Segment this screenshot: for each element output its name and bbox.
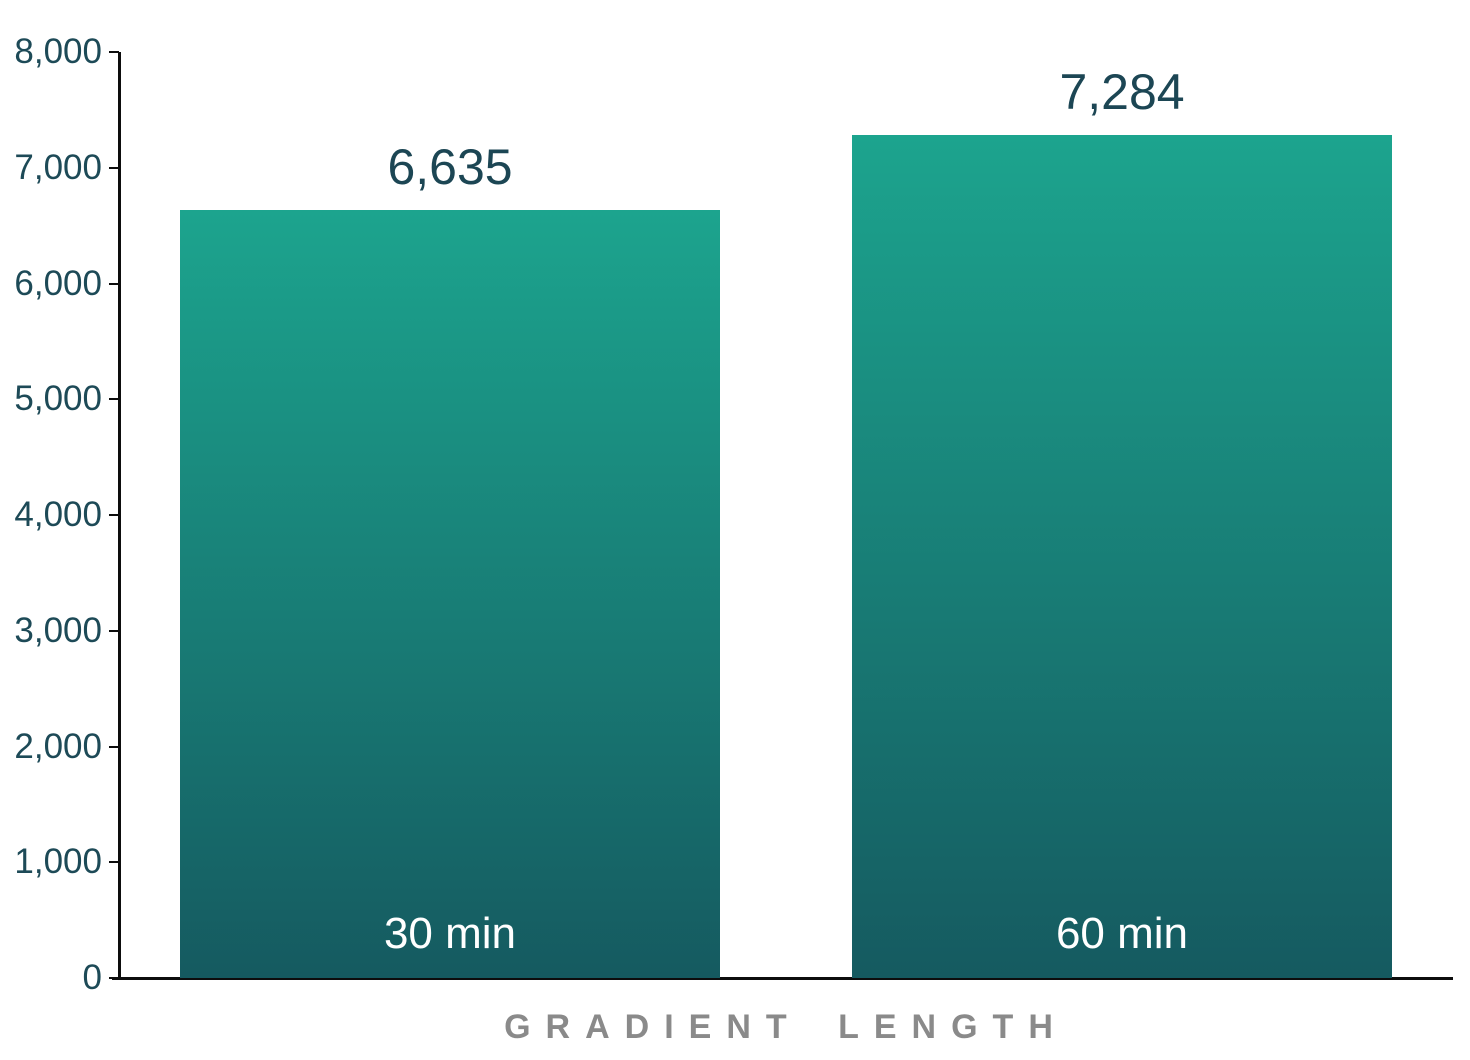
y-axis-tick-label: 2,000: [14, 726, 102, 766]
y-axis-tick: [109, 166, 119, 169]
y-axis-tick-label: 7,000: [14, 147, 102, 187]
y-axis-tick-label: 5,000: [14, 379, 102, 419]
y-axis-tick-label: 1,000: [14, 842, 102, 882]
y-axis-tick: [109, 629, 119, 632]
y-axis-tick: [109, 977, 119, 979]
y-axis-tick: [109, 745, 119, 748]
bar-60-min: [852, 135, 1392, 978]
x-axis-title: GRADIENT LENGTH: [504, 1008, 1068, 1046]
y-axis-tick-label: 3,000: [14, 610, 102, 650]
y-axis-tick: [109, 514, 119, 516]
y-axis-tick-label: 8,000: [14, 32, 102, 71]
bar-category-label: 30 min: [383, 909, 517, 958]
y-axis-tick: [109, 51, 119, 53]
y-axis-tick-label: 0: [82, 958, 102, 997]
bar-category-label: 60 min: [1055, 909, 1189, 958]
y-axis-tick: [109, 398, 119, 401]
bar-value-label: 6,635: [387, 139, 513, 195]
x-axis-line: [112, 977, 1453, 980]
y-axis-tick: [109, 861, 119, 864]
y-axis-tick-label: 4,000: [14, 495, 102, 534]
y-axis-line: [118, 52, 121, 980]
y-axis-tick-label: 6,000: [14, 263, 102, 303]
bar-value-label: 7,284: [1059, 64, 1185, 120]
y-axis-tick: [109, 282, 119, 285]
bar-30-min: [180, 210, 720, 978]
